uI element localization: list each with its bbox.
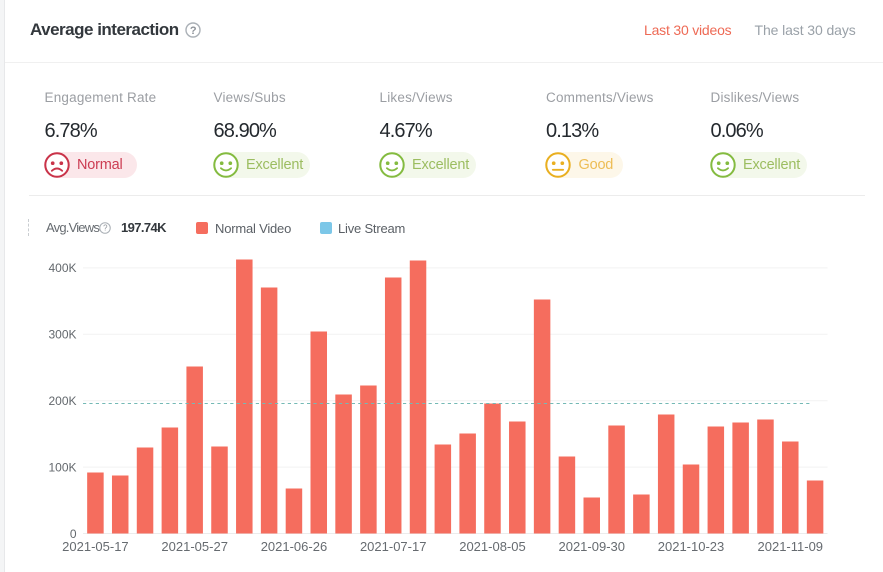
svg-text:2021-08-05: 2021-08-05 [459,539,526,554]
svg-text:?: ? [190,24,197,36]
svg-text:2021-05-17: 2021-05-17 [62,539,129,554]
svg-text:2021-05-27: 2021-05-27 [161,539,228,554]
svg-text:0: 0 [70,527,77,541]
svg-text:2021-06-26: 2021-06-26 [261,539,328,554]
svg-text:2021-09-30: 2021-09-30 [558,539,625,554]
svg-text:100K: 100K [48,460,76,474]
svg-text:2021-10-23: 2021-10-23 [658,539,725,554]
svg-text:2021-07-17: 2021-07-17 [360,539,427,554]
svg-text:200K: 200K [48,394,76,408]
svg-text:300K: 300K [48,328,76,342]
svg-text:400K: 400K [48,261,76,275]
svg-text:?: ? [103,223,108,232]
svg-text:2021-11-09: 2021-11-09 [758,539,824,554]
